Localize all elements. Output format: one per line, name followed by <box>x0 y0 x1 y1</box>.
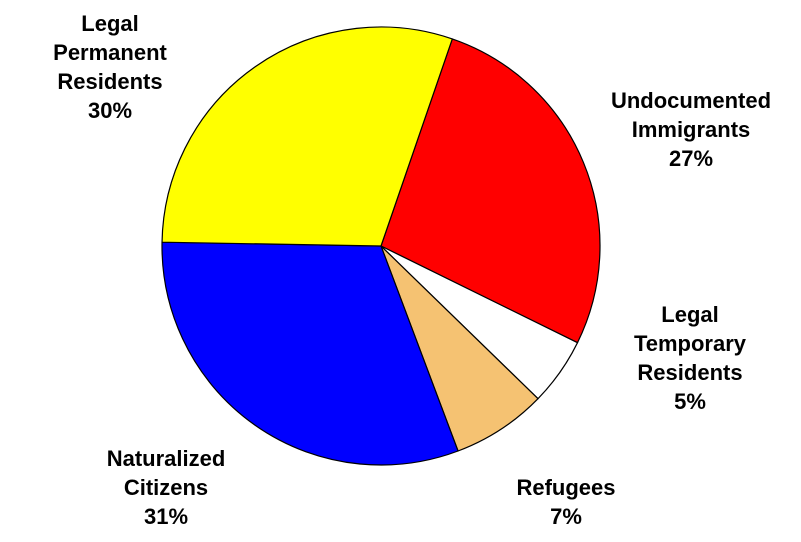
slice-percent: 7% <box>550 504 582 529</box>
slice-label-line: Permanent <box>53 40 167 65</box>
label-legal-temporary-residents: Legal Temporary Residents 5% <box>634 302 747 414</box>
pie-labels: Undocumented Immigrants 27% Legal Temporary R… <box>53 11 771 529</box>
slice-percent: 31% <box>144 504 188 529</box>
slice-label-line: Temporary <box>634 331 747 356</box>
slice-undocumented-immigrants <box>380 38 601 344</box>
slice-percent: 27% <box>669 146 713 171</box>
label-naturalized-citizens: Naturalized Citizens 31% <box>107 446 226 529</box>
slice-label-line: Residents <box>637 360 742 385</box>
slice-label-line: Residents <box>57 69 162 94</box>
slice-label-line: Citizens <box>124 475 208 500</box>
slice-label-line: Naturalized <box>107 446 226 471</box>
slice-label-line: Immigrants <box>632 117 751 142</box>
label-undocumented-immigrants: Undocumented Immigrants 27% <box>611 88 771 171</box>
slice-naturalized-citizens <box>161 241 459 466</box>
label-refugees: Refugees 7% <box>516 475 615 529</box>
slice-label-line: Undocumented <box>611 88 771 113</box>
slice-legal-permanent-residents <box>161 26 453 247</box>
slice-label-line: Refugees <box>516 475 615 500</box>
slice-label-line: Legal <box>661 302 718 327</box>
slice-percent: 5% <box>674 389 706 414</box>
label-legal-permanent-residents: Legal Permanent Residents 30% <box>53 11 167 123</box>
pie-slices <box>161 26 601 466</box>
slice-label-line: Legal <box>81 11 138 36</box>
slice-percent: 30% <box>88 98 132 123</box>
